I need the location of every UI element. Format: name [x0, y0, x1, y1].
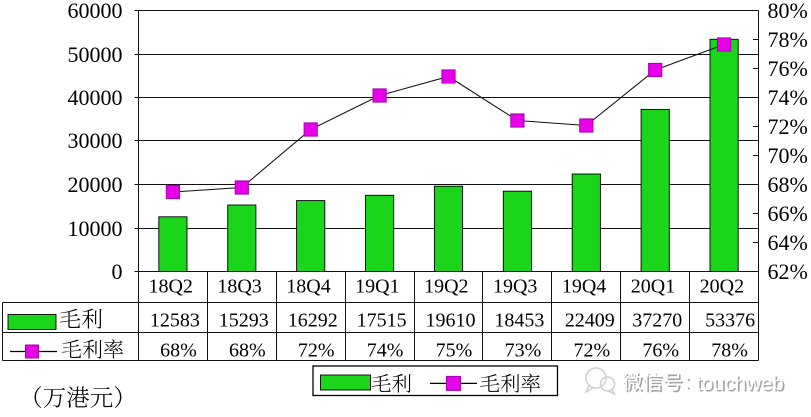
- svg-text:30000: 30000: [68, 128, 123, 153]
- svg-text:73%: 73%: [505, 340, 542, 362]
- svg-text:19Q1: 19Q1: [355, 276, 399, 298]
- svg-text:18Q2: 18Q2: [148, 276, 192, 298]
- svg-text:60000: 60000: [68, 0, 123, 23]
- svg-text:70%: 70%: [768, 143, 808, 168]
- svg-text:18Q4: 18Q4: [286, 276, 330, 298]
- svg-text:18Q3: 18Q3: [217, 276, 261, 298]
- svg-text:68%: 68%: [768, 172, 808, 197]
- svg-text:16292: 16292: [288, 310, 338, 332]
- svg-text:68%: 68%: [229, 340, 266, 362]
- svg-text:76%: 76%: [642, 340, 679, 362]
- svg-text:19610: 19610: [426, 310, 476, 332]
- svg-text:74%: 74%: [768, 85, 808, 110]
- svg-text:72%: 72%: [573, 340, 610, 362]
- svg-text:19Q2: 19Q2: [424, 276, 468, 298]
- svg-text:22409: 22409: [565, 310, 615, 332]
- svg-text:66%: 66%: [768, 201, 808, 226]
- svg-text:18453: 18453: [494, 310, 544, 332]
- svg-text:20000: 20000: [68, 172, 123, 197]
- svg-text:19Q4: 19Q4: [562, 276, 606, 298]
- svg-text:53376: 53376: [705, 310, 755, 332]
- svg-text:78%: 78%: [768, 27, 808, 52]
- svg-text:75%: 75%: [436, 340, 473, 362]
- svg-text:50000: 50000: [68, 42, 123, 67]
- svg-text:68%: 68%: [160, 340, 197, 362]
- svg-text:64%: 64%: [768, 230, 808, 255]
- svg-text:0: 0: [112, 259, 123, 284]
- svg-text:72%: 72%: [298, 340, 335, 362]
- svg-text:80%: 80%: [768, 0, 808, 23]
- svg-text:touchweb: touchweb: [696, 372, 784, 395]
- svg-text:74%: 74%: [367, 340, 404, 362]
- svg-text:20Q1: 20Q1: [631, 276, 675, 298]
- svg-text:72%: 72%: [768, 114, 808, 139]
- svg-text:19Q3: 19Q3: [493, 276, 537, 298]
- svg-text:78%: 78%: [711, 340, 748, 362]
- svg-text:15293: 15293: [219, 310, 269, 332]
- svg-text:17515: 17515: [357, 310, 407, 332]
- svg-text:40000: 40000: [68, 85, 123, 110]
- svg-text:76%: 76%: [768, 56, 808, 81]
- svg-text::: :: [685, 372, 690, 393]
- svg-text:10000: 10000: [68, 216, 123, 241]
- svg-text:12583: 12583: [150, 310, 200, 332]
- svg-text:20Q2: 20Q2: [700, 276, 744, 298]
- svg-text:37270: 37270: [632, 310, 682, 332]
- svg-text::: :: [686, 374, 691, 395]
- svg-text:62%: 62%: [768, 259, 808, 284]
- svg-text:touchweb: touchweb: [698, 374, 786, 397]
